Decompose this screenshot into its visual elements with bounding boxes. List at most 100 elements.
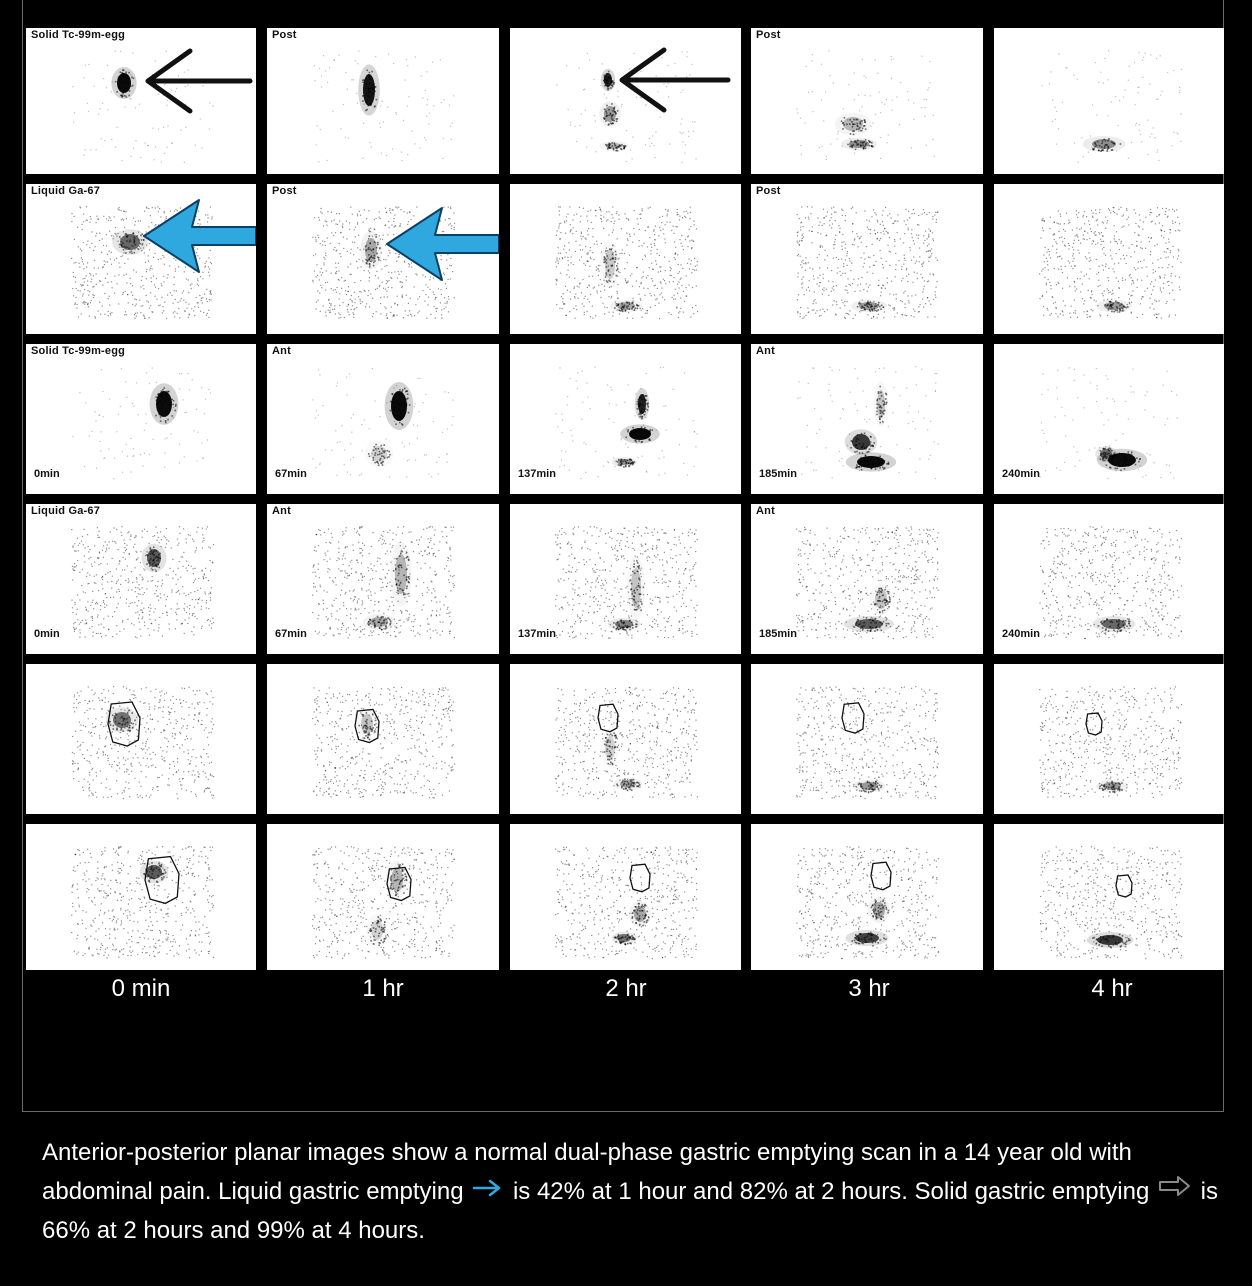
scan-mark <box>611 103 613 105</box>
scan-mark <box>1164 274 1166 276</box>
scan-mark <box>450 138 452 140</box>
scan-mark <box>692 130 694 132</box>
scan-mark <box>155 223 157 226</box>
scan-mark <box>873 442 876 444</box>
scan-mark <box>1156 149 1159 151</box>
scan-mark <box>381 452 383 455</box>
scan-mark <box>1130 385 1132 387</box>
scan-mark <box>101 577 103 579</box>
scan-mark <box>123 210 125 212</box>
scan-mark <box>578 67 580 69</box>
scan-mark <box>110 235 113 237</box>
scan-mark <box>1159 277 1161 279</box>
scan-mark <box>584 295 586 297</box>
scan-mark <box>72 271 74 274</box>
scan-mark <box>1113 454 1116 457</box>
scan-mark <box>569 298 572 300</box>
scan-mark <box>85 402 87 404</box>
scan-mark <box>131 84 134 87</box>
scan-mark <box>677 263 679 266</box>
scan-mark <box>890 59 893 61</box>
scan-mark <box>1075 214 1078 216</box>
scan-mark <box>584 109 587 111</box>
scan-mark <box>1100 452 1102 455</box>
scan-mark <box>685 210 687 212</box>
scan-mark <box>141 587 143 589</box>
scan-mark <box>661 215 664 217</box>
scan-mark <box>156 586 159 588</box>
scan-mark <box>159 531 162 533</box>
scan-mark <box>653 229 655 231</box>
scan-mark <box>1135 212 1137 214</box>
scan-mark <box>351 241 354 243</box>
scan-mark <box>1145 216 1147 218</box>
scan-mark <box>691 63 693 66</box>
scan-mark <box>161 402 163 405</box>
scan-mark <box>926 280 929 283</box>
scan-mark <box>94 411 96 413</box>
scan-mark <box>347 311 349 313</box>
scan-mark <box>141 249 143 252</box>
scan-image <box>313 50 455 163</box>
scan-mark <box>877 284 879 287</box>
scan-mark <box>851 231 854 233</box>
scan-mark <box>363 289 365 292</box>
scan-mark <box>98 536 100 538</box>
scan-mark <box>158 128 160 130</box>
scan-mark <box>350 443 352 445</box>
scan-mark <box>319 292 321 294</box>
scan-mark <box>124 549 126 552</box>
scan-mark <box>558 225 560 227</box>
scan-mark <box>188 314 190 316</box>
scan-mark <box>1098 279 1100 281</box>
scan-mark <box>88 551 90 553</box>
scan-mark <box>148 383 151 385</box>
scan-mark <box>73 627 75 629</box>
scan-mark <box>1110 149 1113 152</box>
scan-mark <box>879 237 881 240</box>
scan-mark <box>576 285 578 287</box>
scan-mark <box>604 118 606 120</box>
scan-mark <box>1136 286 1138 289</box>
scan-mark <box>877 221 879 223</box>
scan-mark <box>120 531 122 533</box>
scan-mark <box>844 247 846 249</box>
scan-mark <box>834 220 836 222</box>
scan-mark <box>111 557 113 560</box>
scan-mark <box>658 474 660 476</box>
scan-mark <box>640 388 642 390</box>
scan-mark <box>1115 439 1117 441</box>
scan-mark <box>844 300 846 303</box>
scan-mark <box>408 459 410 461</box>
scan-mark <box>104 606 106 608</box>
scan-mark <box>907 90 909 93</box>
scan-mark <box>72 546 74 548</box>
scan-mark <box>1115 95 1117 98</box>
scan-mark <box>627 429 629 431</box>
scan-mark <box>597 268 599 270</box>
scan-mark <box>317 234 319 236</box>
scan-mark <box>1085 216 1088 218</box>
scan-mark <box>74 628 76 631</box>
scan-mark <box>137 231 140 233</box>
scan-mark <box>1114 240 1116 242</box>
scan-mark <box>621 249 623 251</box>
scan-mark <box>1095 300 1097 302</box>
scan-mark <box>853 72 855 74</box>
scan-mark <box>126 234 129 237</box>
scan-mark <box>1105 446 1107 448</box>
scan-mark <box>382 460 385 463</box>
scan-mark <box>608 108 610 111</box>
scan-mark <box>125 87 127 90</box>
scan-mark <box>556 279 558 281</box>
scan-mark <box>1046 441 1048 443</box>
scan-mark <box>1111 289 1114 292</box>
scan-mark <box>835 314 837 316</box>
scan-mark <box>603 258 606 261</box>
scan-mark <box>682 311 684 313</box>
scan-mark <box>909 249 911 251</box>
panel-time-label: 185min <box>759 468 797 480</box>
scan-mark <box>384 224 386 227</box>
scan-mark <box>145 231 147 233</box>
scan-mark <box>325 70 327 72</box>
